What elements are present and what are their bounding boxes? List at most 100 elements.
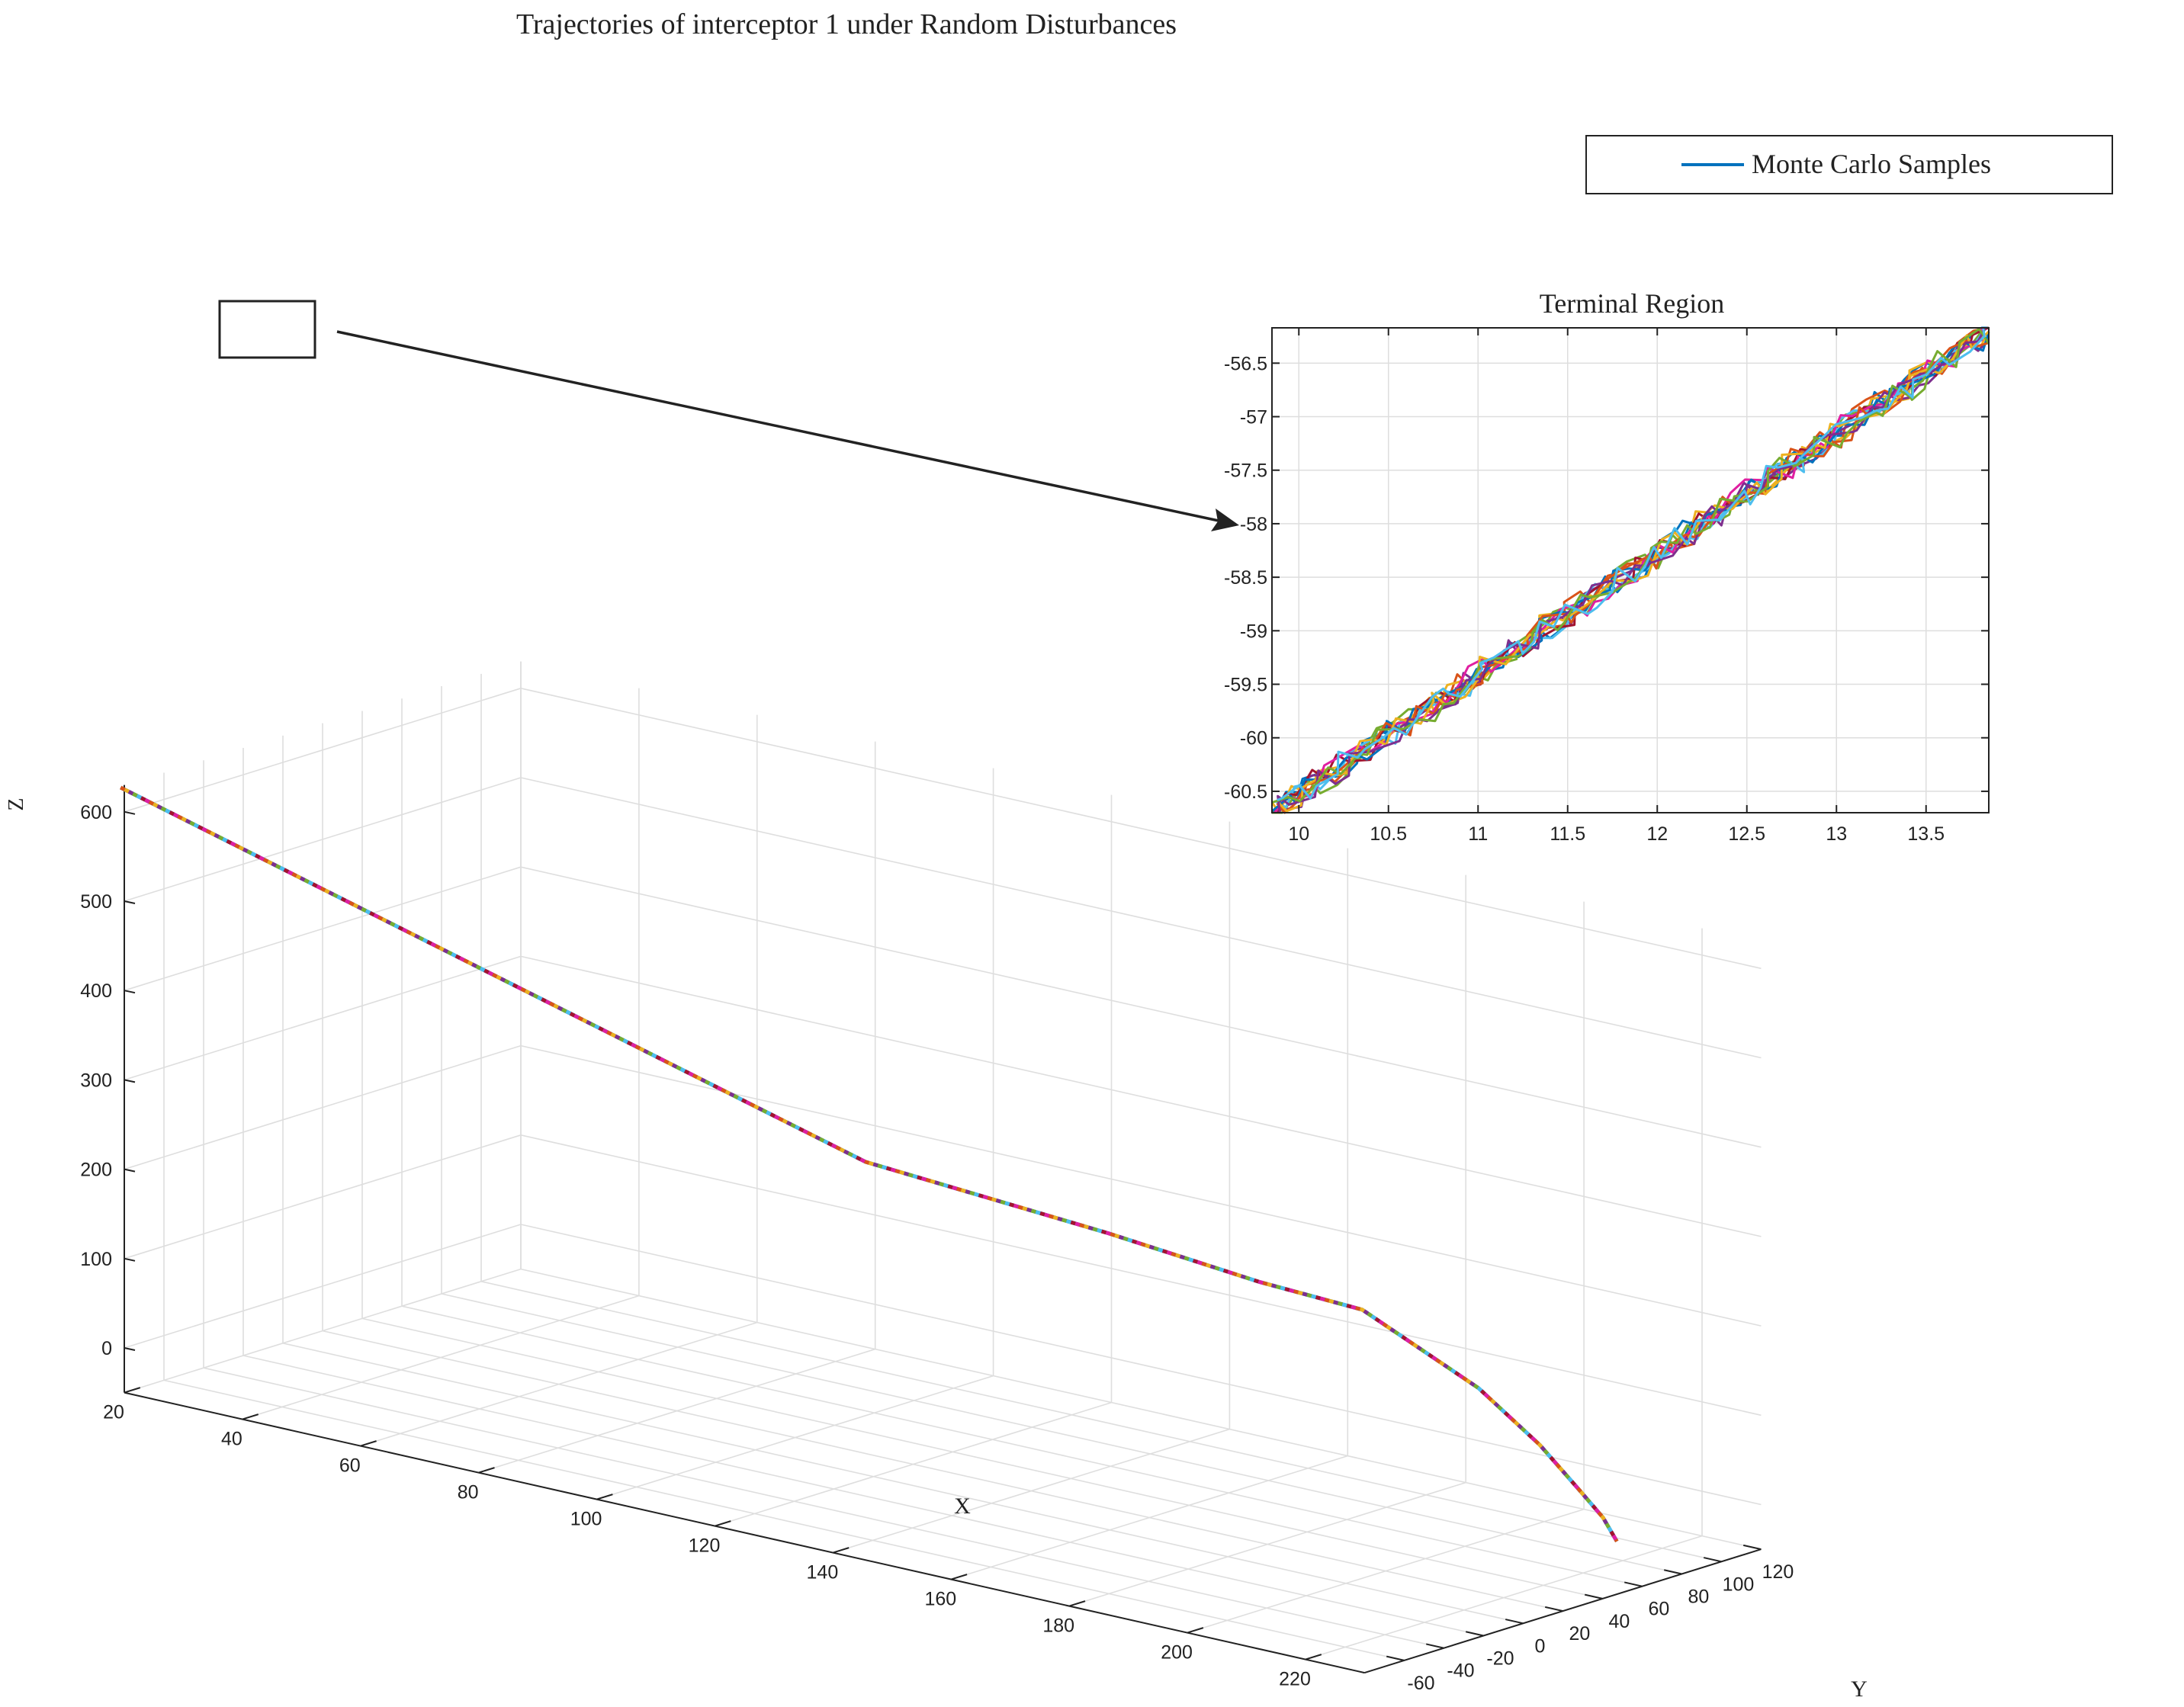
y-ticks: -60 -40 -20 0 20 40 60 80 100 120 <box>1386 1544 1794 1694</box>
z-tick-label: 600 <box>80 802 112 823</box>
y-axis-label: Y <box>1851 1677 1868 1702</box>
left-wall-grid-line-z <box>124 1044 522 1170</box>
inset-title: Terminal Region <box>1540 288 1724 319</box>
x-tick-mark <box>1068 1600 1086 1607</box>
inset-y-tick-label: -57.5 <box>1224 460 1267 482</box>
inset-frame <box>1271 327 1990 813</box>
x-tick-mark <box>1187 1627 1204 1634</box>
floor-grid-line-y <box>203 1367 1444 1649</box>
y-tick-label: 120 <box>1762 1561 1794 1583</box>
inset-series <box>1270 326 1990 814</box>
zoom-arrow <box>336 330 1219 522</box>
y-tick-mark <box>1703 1557 1722 1563</box>
z-tick-mark <box>124 900 136 904</box>
back-wall-grid-line-z <box>520 955 1762 1237</box>
y-tick-mark <box>1505 1619 1524 1625</box>
zoom-arrow-head <box>1211 509 1239 531</box>
inset-grid <box>1272 328 1989 813</box>
floor-grid-line-y <box>322 1330 1563 1612</box>
z-tick-mark <box>124 1079 136 1083</box>
zoom-annotation <box>218 300 1239 531</box>
trajectory-sample-line <box>120 785 1619 1543</box>
y-tick-mark <box>1742 1544 1762 1551</box>
z-tick-label: 200 <box>80 1160 112 1181</box>
x-axis-line <box>124 1391 1365 1674</box>
back-wall-grid-line-z <box>520 1134 1762 1417</box>
inset-x-tick-label: 10 <box>1288 823 1309 845</box>
inset-sample-line <box>1271 332 1990 813</box>
inset-y-tick-label: -56.5 <box>1224 353 1267 374</box>
floor-grid-line-y <box>361 1317 1603 1600</box>
trajectory-sample-line <box>120 785 1619 1543</box>
x-tick-label: 160 <box>924 1589 956 1610</box>
x-tick-mark <box>1305 1654 1322 1660</box>
floor-grid-line-y <box>282 1343 1524 1625</box>
inset-x-tick-label: 10.5 <box>1370 823 1407 845</box>
inset-x-tick-label: 12.5 <box>1728 823 1765 845</box>
left-wall-grid-line-z <box>124 1134 522 1259</box>
inset-x-tick-label: 11.5 <box>1550 823 1585 845</box>
x-tick-mark <box>715 1520 731 1527</box>
floor-grid-line-y <box>520 1268 1762 1550</box>
inset-x-tick-label: 11 <box>1468 823 1488 845</box>
y-tick-label: 100 <box>1723 1574 1755 1595</box>
floor-grid-line-y <box>163 1379 1405 1661</box>
left-wall-grid-line-z <box>124 1224 522 1349</box>
z-tick-label: 0 <box>101 1338 112 1359</box>
x-tick-label: 220 <box>1279 1669 1311 1690</box>
legend: Monte Carlo Samples <box>1585 135 2113 194</box>
left-wall-grid-line-z <box>124 955 522 1081</box>
inset-sample-line <box>1276 339 1989 814</box>
floor-grid-line-y <box>401 1305 1643 1587</box>
z-tick-mark <box>124 1168 136 1173</box>
back-wall-grid-line-z <box>520 777 1762 1059</box>
back-wall-grid-line-z <box>520 866 1762 1148</box>
left-wall-grid-line-z <box>124 866 522 991</box>
y-tick-mark <box>1624 1581 1643 1587</box>
legend-label: Monte Carlo Samples <box>1752 149 1991 179</box>
left-wall-grid-line-z <box>124 777 522 902</box>
inset-x-tick-label: 13 <box>1826 823 1847 845</box>
y-tick-label: 20 <box>1569 1623 1591 1644</box>
chart-title: Trajectories of interceptor 1 under Rand… <box>516 8 1177 40</box>
x-tick-mark <box>124 1387 141 1394</box>
y-tick-label: 0 <box>1534 1635 1545 1657</box>
y-tick-mark <box>1584 1593 1603 1600</box>
x-ticks: 20 40 60 80 100 120 140 160 180 200 220 <box>103 1387 1322 1690</box>
back-wall-grid-line-z <box>520 1044 1762 1327</box>
y-tick-label: 40 <box>1609 1611 1630 1632</box>
inset-y-tick-label: -59.5 <box>1224 675 1267 696</box>
y-tick-mark <box>1544 1606 1563 1612</box>
legend-box <box>1585 135 2113 194</box>
inset-y-tick-label: -58.5 <box>1224 567 1267 589</box>
z-tick-label: 100 <box>80 1249 112 1270</box>
z-tick-label: 400 <box>80 980 112 1002</box>
x-tick-label: 80 <box>458 1482 479 1503</box>
x-tick-label: 180 <box>1042 1616 1074 1637</box>
x-tick-label: 200 <box>1161 1642 1193 1664</box>
left-wall-grid-line-z <box>124 688 522 813</box>
y-tick-label: -20 <box>1486 1648 1514 1670</box>
floor-grid-line-y <box>480 1281 1722 1563</box>
x-tick-label: 100 <box>570 1509 602 1530</box>
x-tick-mark <box>242 1413 259 1420</box>
x-tick-mark <box>951 1574 968 1580</box>
y-tick-label: -60 <box>1407 1673 1434 1694</box>
x-axis-label: X <box>954 1494 971 1519</box>
inset-y-tick-label: -57 <box>1240 407 1267 428</box>
inset-y-tick-label: -58 <box>1240 514 1267 535</box>
x-tick-mark <box>833 1547 850 1554</box>
z-tick-mark <box>124 810 136 815</box>
inset-ticks: 10 10.5 11 11.5 12 12.5 13 13.5 -56.5 -57 -57.5 -58… <box>1224 328 1989 845</box>
trajectory-sample-line <box>120 785 1619 1543</box>
grid-3d <box>124 661 1762 1661</box>
x-tick-label: 20 <box>103 1402 124 1423</box>
inset-y-tick-label: -59 <box>1240 621 1267 642</box>
x-tick-label: 140 <box>807 1562 839 1583</box>
y-tick-label: -40 <box>1447 1660 1474 1682</box>
z-tick-mark <box>124 1347 136 1351</box>
z-axis-label: Z <box>5 797 28 810</box>
z-tick-label: 300 <box>80 1070 112 1091</box>
